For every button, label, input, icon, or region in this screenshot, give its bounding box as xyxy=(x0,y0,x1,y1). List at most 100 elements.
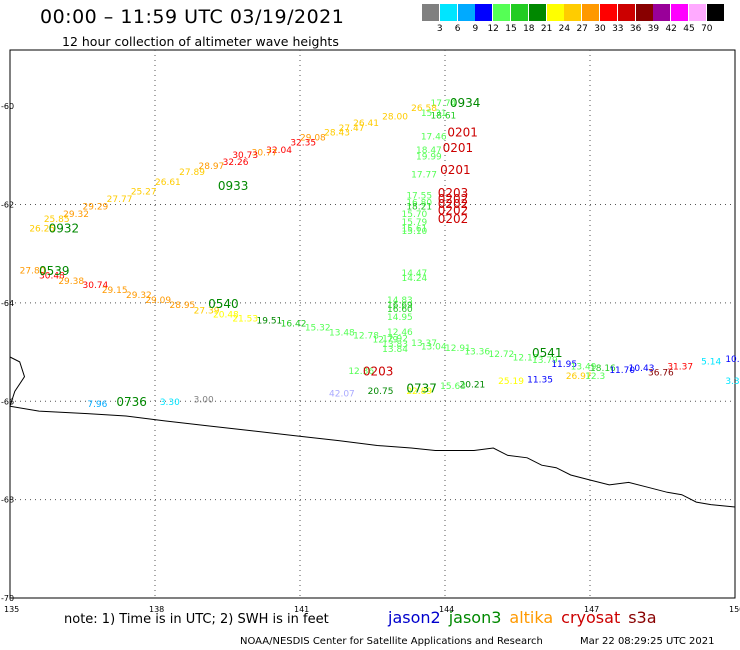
wave-height-value: 11.95 xyxy=(551,360,577,370)
wave-height-value: 28.95 xyxy=(170,301,196,311)
wave-height-value: 13.83 xyxy=(382,340,408,350)
wave-height-value: 18.21 xyxy=(406,202,432,212)
wave-height-value: 32.04 xyxy=(266,146,292,156)
coastline xyxy=(9,356,736,508)
pass-time-label: 0201 xyxy=(443,141,474,155)
wave-height-value: 12.36 xyxy=(348,367,374,377)
legend-label: 30 xyxy=(594,24,606,34)
wave-height-value: 12.46 xyxy=(387,328,413,338)
wave-height-value: 15.10 xyxy=(402,227,428,237)
wave-height-value: 17.46 xyxy=(421,133,447,143)
pass-time-label: 0539 xyxy=(39,264,70,278)
pass-time-label: 0736 xyxy=(116,395,147,409)
wave-height-value: 18.16 xyxy=(590,364,616,374)
legend-label: 36 xyxy=(629,24,642,34)
legend-label: 33 xyxy=(612,24,624,34)
wave-height-value: 29.09 xyxy=(145,296,171,306)
wave-height-value: 14.47 xyxy=(402,269,428,279)
legend-swatch xyxy=(671,4,689,21)
legend-label: 24 xyxy=(558,24,571,34)
wave-height-value: 12.91 xyxy=(445,344,471,354)
wave-height-value: 5.14 xyxy=(701,357,721,367)
legend-label: 9 xyxy=(472,24,479,34)
latitude-label: -68 xyxy=(1,496,14,505)
longitude-label: 135 xyxy=(4,605,19,614)
wave-height-value: 32.35 xyxy=(290,139,316,149)
wave-height-value: 17.74 xyxy=(431,99,457,109)
note-text: note: 1) Time is in UTC; 2) SWH is in fe… xyxy=(64,612,329,627)
wave-height-value: 28.00 xyxy=(382,112,408,122)
wave-height-value: 13.79 xyxy=(532,356,558,366)
wave-height-value: 29.29 xyxy=(83,202,109,212)
legend-label: 15 xyxy=(505,24,517,34)
map-frame xyxy=(9,49,736,599)
legend-swatch xyxy=(528,4,546,21)
wave-height-value: 25.19 xyxy=(498,377,524,387)
wave-height-value: 16.42 xyxy=(281,320,307,330)
pass-time-label: 0202 xyxy=(438,203,469,217)
longitude-label: 141 xyxy=(294,605,309,614)
pass-time-label: 0737 xyxy=(406,381,437,395)
pass-time-label: 0203 xyxy=(438,186,469,200)
pass-time-label: 0201 xyxy=(447,126,478,140)
wave-height-value: 26.61 xyxy=(155,178,181,188)
wave-height-value: 12.17 xyxy=(513,353,539,363)
wave-height-value: 27.80 xyxy=(20,266,46,276)
wave-height-value: 30.48 xyxy=(39,271,65,281)
legend-label: 39 xyxy=(647,24,660,34)
satellite-jason3: jason3 xyxy=(448,608,502,627)
pass-time-label: 0933 xyxy=(218,179,249,193)
wave-height-value: 32.26 xyxy=(223,158,249,168)
map-subtitle: 12 hour collection of altimeter wave hei… xyxy=(62,34,339,49)
wave-height-value: 17.77 xyxy=(411,170,437,180)
wave-height-value: 26.97 xyxy=(566,372,592,382)
wave-height-value: 13.37 xyxy=(411,339,437,349)
latitude-label: -66 xyxy=(1,397,14,406)
wave-height-value: 14.95 xyxy=(387,313,413,323)
latitude-label: -70 xyxy=(1,594,14,603)
legend-swatch xyxy=(475,4,493,21)
legend-swatch xyxy=(564,4,582,21)
legend-label: 70 xyxy=(701,24,713,34)
wave-height-value: 16.60 xyxy=(387,305,413,315)
wave-height-value: 3.00 xyxy=(194,396,214,406)
wave-height-value: 11.70 xyxy=(609,366,635,376)
satellite-jason2: jason2 xyxy=(388,608,441,627)
wave-height-value: 29.32 xyxy=(126,291,152,301)
latitude-label: -60 xyxy=(1,102,14,111)
legend-swatch xyxy=(706,4,724,21)
legend-swatch xyxy=(582,4,600,21)
wave-height-value: 19.51 xyxy=(257,317,283,327)
wave-height-value: 18.61 xyxy=(431,111,457,121)
latitude-label: -64 xyxy=(1,299,14,308)
wave-height-value: 3.30 xyxy=(160,398,180,408)
wave-height-value: 15.61 xyxy=(402,225,428,235)
wave-height-value: 27.39 xyxy=(194,307,220,317)
wave-height-value: 36.76 xyxy=(648,369,674,379)
longitude-label: 144 xyxy=(439,605,454,614)
legend-swatch xyxy=(422,4,439,21)
legend-swatch xyxy=(493,4,511,21)
pass-time-label: 0540 xyxy=(208,297,239,311)
longitude-label: 147 xyxy=(584,605,599,614)
wave-height-value: 12.78 xyxy=(353,331,379,341)
legend-swatch xyxy=(546,4,564,21)
satellite-s3a: s3a xyxy=(628,608,657,627)
wave-height-value: 11.35 xyxy=(527,376,553,386)
pass-time-label: 0202 xyxy=(438,192,469,206)
wave-height-value: 42.07 xyxy=(329,389,355,399)
wave-height-value: 30.73 xyxy=(232,151,258,161)
wave-height-value: 13.49 xyxy=(571,362,597,372)
legend-label: 6 xyxy=(454,24,461,34)
wave-height-value: 25.85 xyxy=(44,215,70,225)
wave-height-value: 12.72 xyxy=(489,350,515,360)
wave-height-value: 15.63 xyxy=(440,382,466,392)
wave-height-value: 12.79 xyxy=(373,335,399,345)
legend-swatch xyxy=(689,4,706,21)
wave-height-value: 26.25 xyxy=(29,225,55,235)
legend-label: 21 xyxy=(540,24,553,34)
legend-swatch xyxy=(600,4,617,21)
satellite-legend: jason2 jason3 altika cryosat s3a xyxy=(388,608,665,627)
wave-height-value: 28.43 xyxy=(324,129,350,139)
legend-swatch xyxy=(439,4,457,21)
